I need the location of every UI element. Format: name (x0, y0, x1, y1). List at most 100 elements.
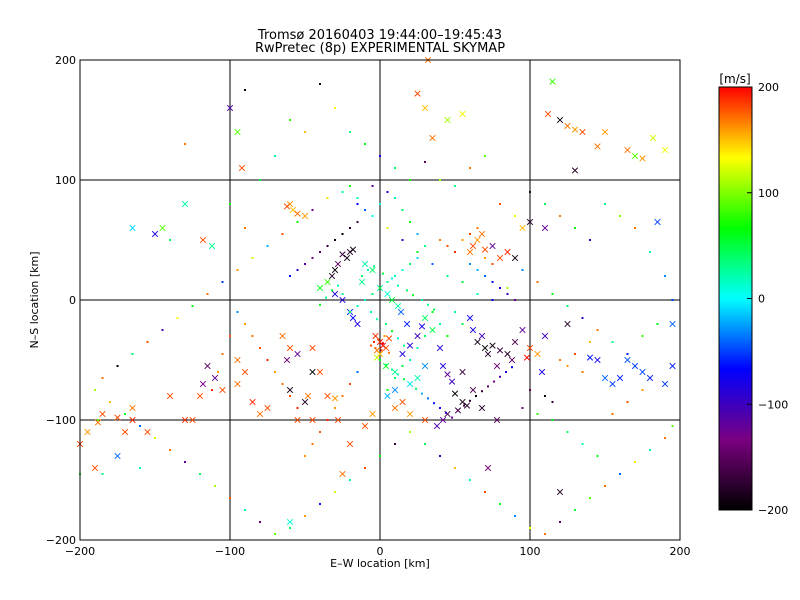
data-point-dot (236, 311, 239, 313)
data-point-cross (151, 230, 159, 238)
data-point-dot (371, 293, 374, 295)
data-point-dot (124, 413, 126, 415)
x-tick-label: 0 (377, 545, 384, 558)
data-point-dot (514, 299, 516, 301)
data-point-dot (649, 449, 651, 451)
data-point-dot (416, 233, 419, 235)
data-point-cross (339, 296, 346, 304)
data-point-dot (319, 303, 321, 306)
data-point-dot (364, 299, 366, 301)
data-point-dot (604, 203, 606, 205)
data-point-cross (493, 416, 501, 424)
data-point-dot (146, 341, 149, 343)
data-point-dot (649, 251, 651, 253)
data-point-dot (551, 401, 554, 403)
data-point-cross (594, 143, 601, 150)
data-point-dot (454, 185, 456, 187)
data-point-cross (519, 224, 526, 232)
data-point-cross (669, 320, 676, 328)
data-point-dot (451, 416, 453, 419)
data-point-cross (511, 254, 519, 262)
data-point-cross (429, 326, 436, 334)
data-point-cross (129, 416, 136, 424)
data-point-cross (91, 464, 99, 472)
data-point-cross (324, 278, 331, 286)
data-point-dot (349, 227, 351, 229)
data-point-dot (469, 167, 471, 169)
data-point-dot (386, 227, 389, 229)
data-point-dot (211, 389, 213, 391)
data-point-dot (373, 265, 375, 268)
data-point-cross (309, 416, 316, 424)
data-point-dot (244, 509, 246, 511)
data-point-cross (283, 356, 291, 364)
data-point-dot (251, 335, 254, 337)
data-point-cross (624, 356, 631, 364)
data-point-dot (326, 245, 329, 247)
data-point-dot (380, 349, 383, 352)
data-point-dot (397, 337, 399, 340)
data-point-dot (388, 351, 390, 354)
data-point-dot (476, 293, 479, 295)
data-point-cross (414, 374, 421, 382)
data-point-dot (409, 359, 411, 361)
data-point-dot (221, 353, 224, 355)
data-point-cross (534, 350, 541, 358)
data-point-dot (391, 368, 393, 371)
data-point-dot (370, 311, 372, 313)
data-point-dot (664, 275, 666, 277)
data-point-dot (589, 341, 591, 343)
data-point-dot (416, 251, 419, 253)
data-point-cross (571, 126, 579, 133)
data-point-dot (385, 363, 387, 366)
data-point-cross (289, 206, 297, 214)
data-point-cross (234, 356, 241, 364)
data-point-dot (341, 233, 344, 235)
data-point-dot (325, 296, 327, 299)
data-point-dot (259, 179, 261, 181)
data-point-dot (424, 335, 426, 337)
data-point-cross (294, 210, 301, 217)
data-point-dot (244, 89, 246, 91)
data-point-dot (409, 263, 411, 265)
data-point-cross (444, 116, 451, 124)
colorbar-tick-label: 200 (758, 81, 779, 94)
data-point-cross (234, 128, 241, 136)
data-point-dot (431, 263, 434, 265)
data-point-cross (129, 404, 136, 412)
data-point-dot (386, 281, 389, 283)
data-point-dot (581, 317, 584, 319)
data-point-dot (221, 281, 224, 283)
data-point-dot (634, 461, 636, 463)
data-point-cross (309, 368, 316, 376)
data-point-dot (394, 167, 396, 169)
data-point-cross (294, 350, 301, 358)
data-point-dot (421, 299, 423, 301)
data-point-cross (99, 410, 106, 418)
data-point-dot (326, 197, 329, 199)
data-point-dot (499, 203, 501, 205)
data-point-cross (544, 110, 552, 118)
data-point-dot (439, 455, 441, 457)
data-point-cross (526, 344, 534, 352)
data-point-cross (94, 419, 102, 426)
data-point-cross (279, 332, 286, 340)
data-point-dot (289, 275, 291, 277)
data-point-dot (427, 397, 429, 400)
data-point-dot (566, 431, 569, 433)
data-point-dot (574, 509, 576, 511)
data-point-cross (463, 402, 471, 409)
data-point-cross (343, 254, 351, 262)
x-axis-ticks: −200 −100 0 100 200 (65, 60, 691, 558)
data-point-dot (331, 289, 333, 292)
data-point-dot (311, 209, 314, 211)
data-point-cross (349, 314, 357, 322)
data-point-cross (189, 416, 196, 424)
x-tick-label: 100 (520, 545, 541, 558)
data-point-cross (436, 344, 444, 352)
data-point-dot (319, 251, 321, 253)
data-point-cross (459, 368, 466, 376)
data-point-dot (439, 179, 441, 181)
data-point-dot (361, 275, 363, 277)
data-point-cross (469, 242, 477, 250)
